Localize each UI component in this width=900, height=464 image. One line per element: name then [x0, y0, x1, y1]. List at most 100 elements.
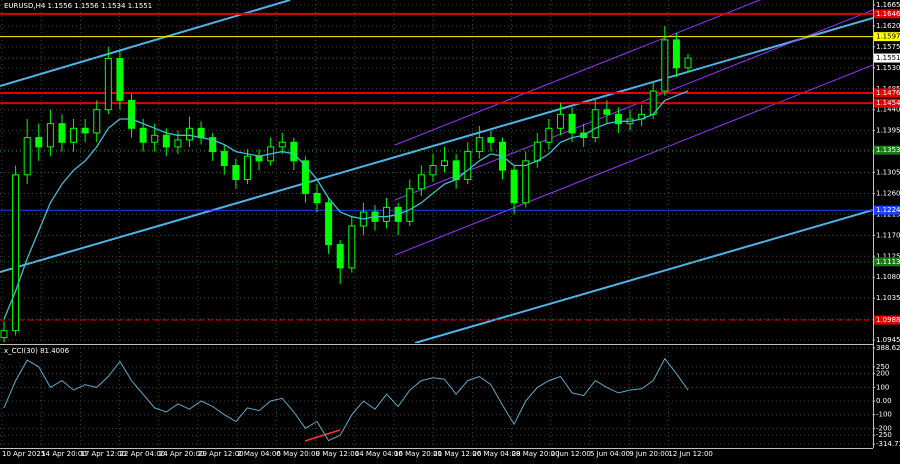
moving-average — [3, 90, 689, 320]
candle-body — [197, 127, 205, 139]
regression-line — [394, 0, 762, 146]
level-label-box — [874, 98, 900, 108]
y-tick-label: -250 — [876, 431, 892, 439]
candle-body — [12, 174, 20, 332]
candle-body — [510, 169, 518, 204]
y-tick-label: 1.1395 — [876, 127, 900, 135]
candle-body — [232, 165, 240, 180]
candle-body — [162, 134, 170, 148]
level-label-box — [874, 257, 900, 267]
channel-line — [414, 209, 873, 343]
regression-line — [394, 64, 873, 256]
y-tick-label: 1.1125 — [876, 252, 900, 260]
candle-body — [383, 206, 391, 222]
candle-body — [487, 137, 495, 143]
candle-body — [93, 109, 101, 134]
candle-body — [255, 155, 263, 162]
candle-body — [417, 174, 425, 190]
candle-body — [35, 137, 43, 148]
regression-line — [394, 9, 873, 201]
y-tick-label: 0.00 — [876, 397, 892, 405]
candle-body — [313, 192, 321, 204]
candle-body — [684, 57, 692, 69]
candle-body — [336, 244, 344, 269]
level-label-box — [874, 32, 900, 42]
candle-body — [406, 188, 414, 222]
candle-body — [81, 127, 89, 134]
candle-body — [151, 134, 159, 143]
x-tick-label: 29 Apr 12:00 — [198, 450, 244, 458]
candle-body — [661, 39, 669, 92]
level-label-box — [874, 88, 900, 98]
candle-body — [348, 225, 356, 269]
candle-body — [58, 123, 66, 143]
candle-body — [614, 113, 622, 125]
candle-body — [174, 139, 182, 148]
x-tick-label: 28 May 20:00 — [512, 450, 560, 458]
x-tick-label: 17 Apr 12:00 — [80, 450, 126, 458]
chart-title: EURUSD,H4 1.1556 1.1556 1.1534 1.1551 — [4, 2, 152, 10]
level-label: 1.1476 — [876, 89, 900, 97]
level-label-box — [874, 145, 900, 155]
y-tick-label: 1.0945 — [876, 336, 900, 344]
candle-body — [0, 330, 8, 339]
cci-line — [3, 357, 689, 442]
y-tick-label: 1.1620 — [876, 22, 900, 30]
current-price-box — [874, 53, 900, 63]
x-tick-label: 10 Apr 2025 — [2, 450, 45, 458]
candle-body — [603, 109, 611, 115]
y-tick-label: 1.1440 — [876, 106, 900, 114]
current-price-label: 1.1551 — [876, 54, 900, 62]
level-label: 1.1454 — [876, 99, 900, 107]
x-tick-label: 2 May 04:00 — [237, 450, 281, 458]
x-tick-label: 9 Jun 20:00 — [629, 450, 669, 458]
x-tick-label: 21 May 12:00 — [433, 450, 481, 458]
grid — [0, 0, 873, 448]
y-tick-label: 1.1575 — [876, 43, 900, 51]
candle-body — [568, 113, 576, 134]
candle-body — [441, 160, 449, 167]
candle-body — [243, 155, 251, 180]
x-tick-label: 5 Jun 04:00 — [590, 450, 630, 458]
candle-body — [209, 137, 217, 153]
channel-line — [0, 17, 873, 273]
y-tick-label: 1.1530 — [876, 64, 900, 72]
cci-panel — [3, 357, 689, 442]
level-label: 1.1646 — [876, 10, 900, 18]
x-tick-label: 26 May 04:00 — [472, 450, 520, 458]
y-tick-label: 1.1665 — [876, 1, 900, 9]
x-tick-label: 12 Jun 12:00 — [668, 450, 712, 458]
candle-body — [220, 151, 228, 167]
price-panel — [0, 25, 873, 343]
candle-body — [522, 160, 530, 204]
candle-body — [278, 141, 286, 148]
level-label-box — [874, 9, 900, 19]
candle-body — [556, 113, 564, 129]
divergence-line — [304, 429, 341, 442]
x-tick-label: 22 Apr 04:00 — [120, 450, 166, 458]
level-label-box — [874, 205, 900, 215]
candle-body — [452, 160, 460, 180]
y-tick-label: 1.1035 — [876, 294, 900, 302]
candle-body — [475, 137, 483, 153]
x-tick-label: 14 May 04:00 — [355, 450, 403, 458]
candle-body — [104, 58, 112, 111]
level-label: 1.0988 — [876, 316, 900, 324]
candle-body — [290, 141, 298, 162]
x-tick-label: 24 Apr 20:00 — [159, 450, 205, 458]
y-tick-label: 200 — [876, 370, 889, 378]
candle-body — [533, 141, 541, 162]
candle-body — [46, 123, 54, 148]
x-tick-label: 16 May 20:00 — [394, 450, 442, 458]
y-tick-label: -314.734 — [876, 440, 900, 448]
candle-body — [185, 127, 193, 141]
candle-body — [591, 109, 599, 139]
x-tick-label: 9 May 12:00 — [316, 450, 360, 458]
x-tick-label: 2 Jun 12:00 — [551, 450, 591, 458]
candle-body — [139, 127, 147, 143]
y-tick-label: 1.1305 — [876, 169, 900, 177]
x-tick-label: 6 May 20:00 — [276, 450, 320, 458]
